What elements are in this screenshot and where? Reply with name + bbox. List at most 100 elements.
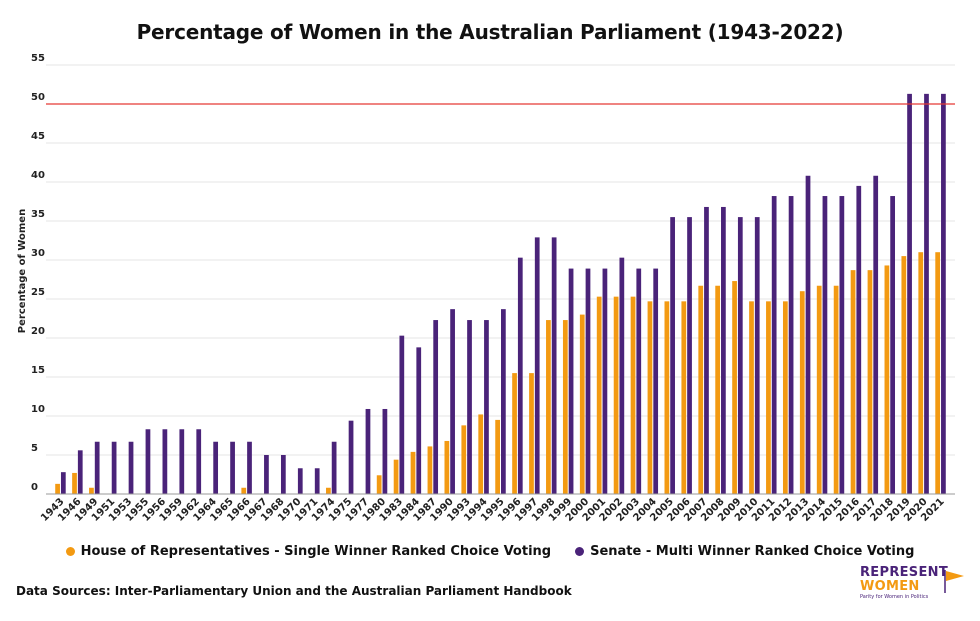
bar-senate (382, 408, 388, 494)
chart-title: Percentage of Women in the Australian Pa… (136, 20, 844, 44)
bar-senate (196, 429, 202, 494)
logo-line2: WOMEN (860, 579, 920, 594)
bar-house (410, 451, 416, 494)
bar-house (918, 252, 924, 494)
bar-senate (551, 237, 557, 494)
bar-house (495, 419, 500, 494)
bar-senate (907, 93, 912, 495)
bar-house (546, 320, 551, 494)
bar-house (799, 291, 805, 494)
bar-senate (585, 268, 591, 494)
bar-senate (788, 196, 794, 495)
bar-house (326, 487, 331, 494)
y-tick-label: 40 (31, 170, 45, 181)
bar-senate (754, 217, 760, 494)
flag-icon (944, 570, 964, 593)
legend-label-senate: Senate - Multi Winner Ranked Choice Voti… (590, 544, 915, 559)
bar-senate (687, 217, 692, 494)
bar-house (901, 256, 907, 494)
bar-house (444, 440, 450, 494)
bar-house (72, 472, 77, 494)
legend: House of Representatives - Single Winner… (0, 544, 980, 559)
bar-senate (534, 237, 540, 494)
legend-item-senate: Senate - Multi Winner Ranked Choice Voti… (575, 544, 914, 559)
bar-senate (517, 257, 523, 494)
bar-senate (941, 93, 946, 495)
y-tick-label: 25 (31, 287, 45, 298)
bar-house (427, 446, 433, 494)
bar-house (935, 252, 941, 494)
bar-house (816, 285, 822, 494)
bar-house (715, 285, 721, 494)
bar-senate (433, 320, 439, 494)
bar-senate (771, 196, 777, 495)
bar-house (681, 301, 687, 494)
bar-house (647, 301, 653, 494)
bar-house (562, 320, 568, 494)
y-tick-label: 15 (31, 365, 45, 376)
bar-senate (636, 268, 642, 494)
bar-house (393, 459, 399, 494)
y-tick-label: 10 (31, 404, 45, 415)
bar-house (579, 314, 585, 494)
bar-senate (602, 268, 608, 494)
bar-senate (568, 268, 574, 494)
bar-senate (484, 320, 489, 494)
bar-senate (230, 441, 235, 494)
bar-house (698, 285, 704, 494)
bar-house (376, 475, 382, 494)
bar-senate (77, 450, 83, 494)
y-tick-label: 20 (31, 326, 45, 337)
bar-house (613, 296, 619, 494)
bar-senate (94, 441, 100, 494)
bar-senate (839, 196, 845, 495)
bar-house (89, 487, 94, 494)
bar-senate (365, 408, 371, 494)
bar-senate (247, 441, 252, 494)
bar-senate (416, 347, 422, 494)
bar-house (478, 414, 484, 494)
bar-senate (856, 185, 862, 494)
bar-house (55, 483, 60, 494)
logo-line1: REPRESENT (860, 565, 948, 580)
bar-senate (280, 455, 286, 494)
bar-senate (213, 441, 219, 494)
bar-senate (348, 420, 354, 494)
bar-house (884, 265, 890, 494)
y-tick-label: 35 (31, 209, 45, 220)
bar-senate (450, 309, 455, 494)
bar-house (461, 425, 467, 494)
bar-house (766, 301, 771, 494)
y-axis-ticks: 0 5 10 15 20 25 30 35 40 45 50 55 (31, 53, 45, 493)
bar-senate (501, 309, 506, 494)
bar-house (782, 301, 788, 494)
bar-senate (822, 196, 828, 495)
bar-senate (179, 429, 185, 494)
y-tick-label: 5 (31, 443, 38, 454)
bars (55, 93, 946, 495)
bar-senate (314, 468, 320, 494)
bar-senate (721, 206, 726, 494)
bar-house (850, 270, 856, 494)
bar-house (833, 285, 839, 494)
legend-swatch-house (65, 547, 75, 556)
bar-senate (145, 429, 151, 494)
logo-tagline: Parity for Women in Politics (860, 594, 929, 600)
y-tick-label: 0 (31, 482, 38, 493)
x-axis-ticks: 1943194619491951195319551956195919621964… (39, 496, 947, 523)
y-tick-label: 30 (31, 248, 45, 259)
bar-senate (60, 472, 66, 494)
bar-house (241, 487, 247, 494)
source-note: Data Sources: Inter-Parliamentary Union … (16, 584, 572, 598)
bar-senate (162, 429, 168, 494)
bar-senate (128, 441, 134, 494)
y-tick-label: 45 (31, 131, 45, 142)
bar-senate (873, 175, 879, 494)
bar-senate (805, 175, 811, 494)
bar-senate (264, 455, 269, 494)
bar-senate (670, 217, 675, 494)
bar-house (749, 301, 754, 494)
bar-house (596, 296, 602, 494)
bar-house (630, 296, 636, 494)
